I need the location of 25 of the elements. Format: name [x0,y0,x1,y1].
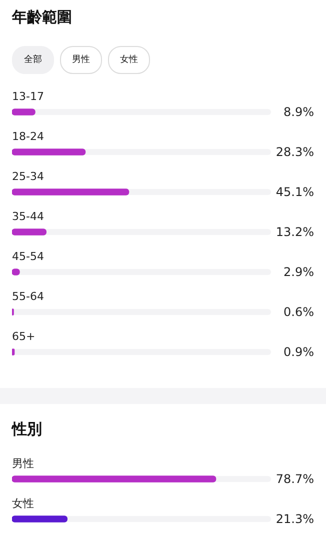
data-label: 21.3% [276,512,314,526]
data-label: 28.3% [276,145,314,160]
text: 女性 [108,46,150,74]
y-tick-label: 45-54 [12,250,44,263]
y-tick-label: 13-17 [12,90,44,103]
y-tick-label: 25-34 [12,170,44,183]
bar [12,108,36,116]
y-tick-label: 女性 [12,496,34,510]
text: 全部 [12,46,54,74]
y-tick-label: 55-64 [12,290,44,303]
bar [12,228,47,236]
data-label: 78.7% [276,472,314,486]
chart-title: 性別 [12,420,43,440]
data-label: 2.9% [284,265,314,280]
y-tick-label: 18-24 [12,130,44,143]
y-tick-label: 65+ [12,330,36,343]
data-label: 8.9% [284,105,314,120]
chart-title: 年齡範圍 [12,8,73,28]
y-tick-label: 男性 [12,456,34,470]
data-label: 0.6% [284,305,314,320]
data-label: 0.9% [284,345,314,360]
data-label: 45.1% [276,185,314,200]
y-tick-label: 35-44 [12,210,44,223]
text: 男性 [60,46,102,74]
data-label: 13.2% [276,225,314,240]
